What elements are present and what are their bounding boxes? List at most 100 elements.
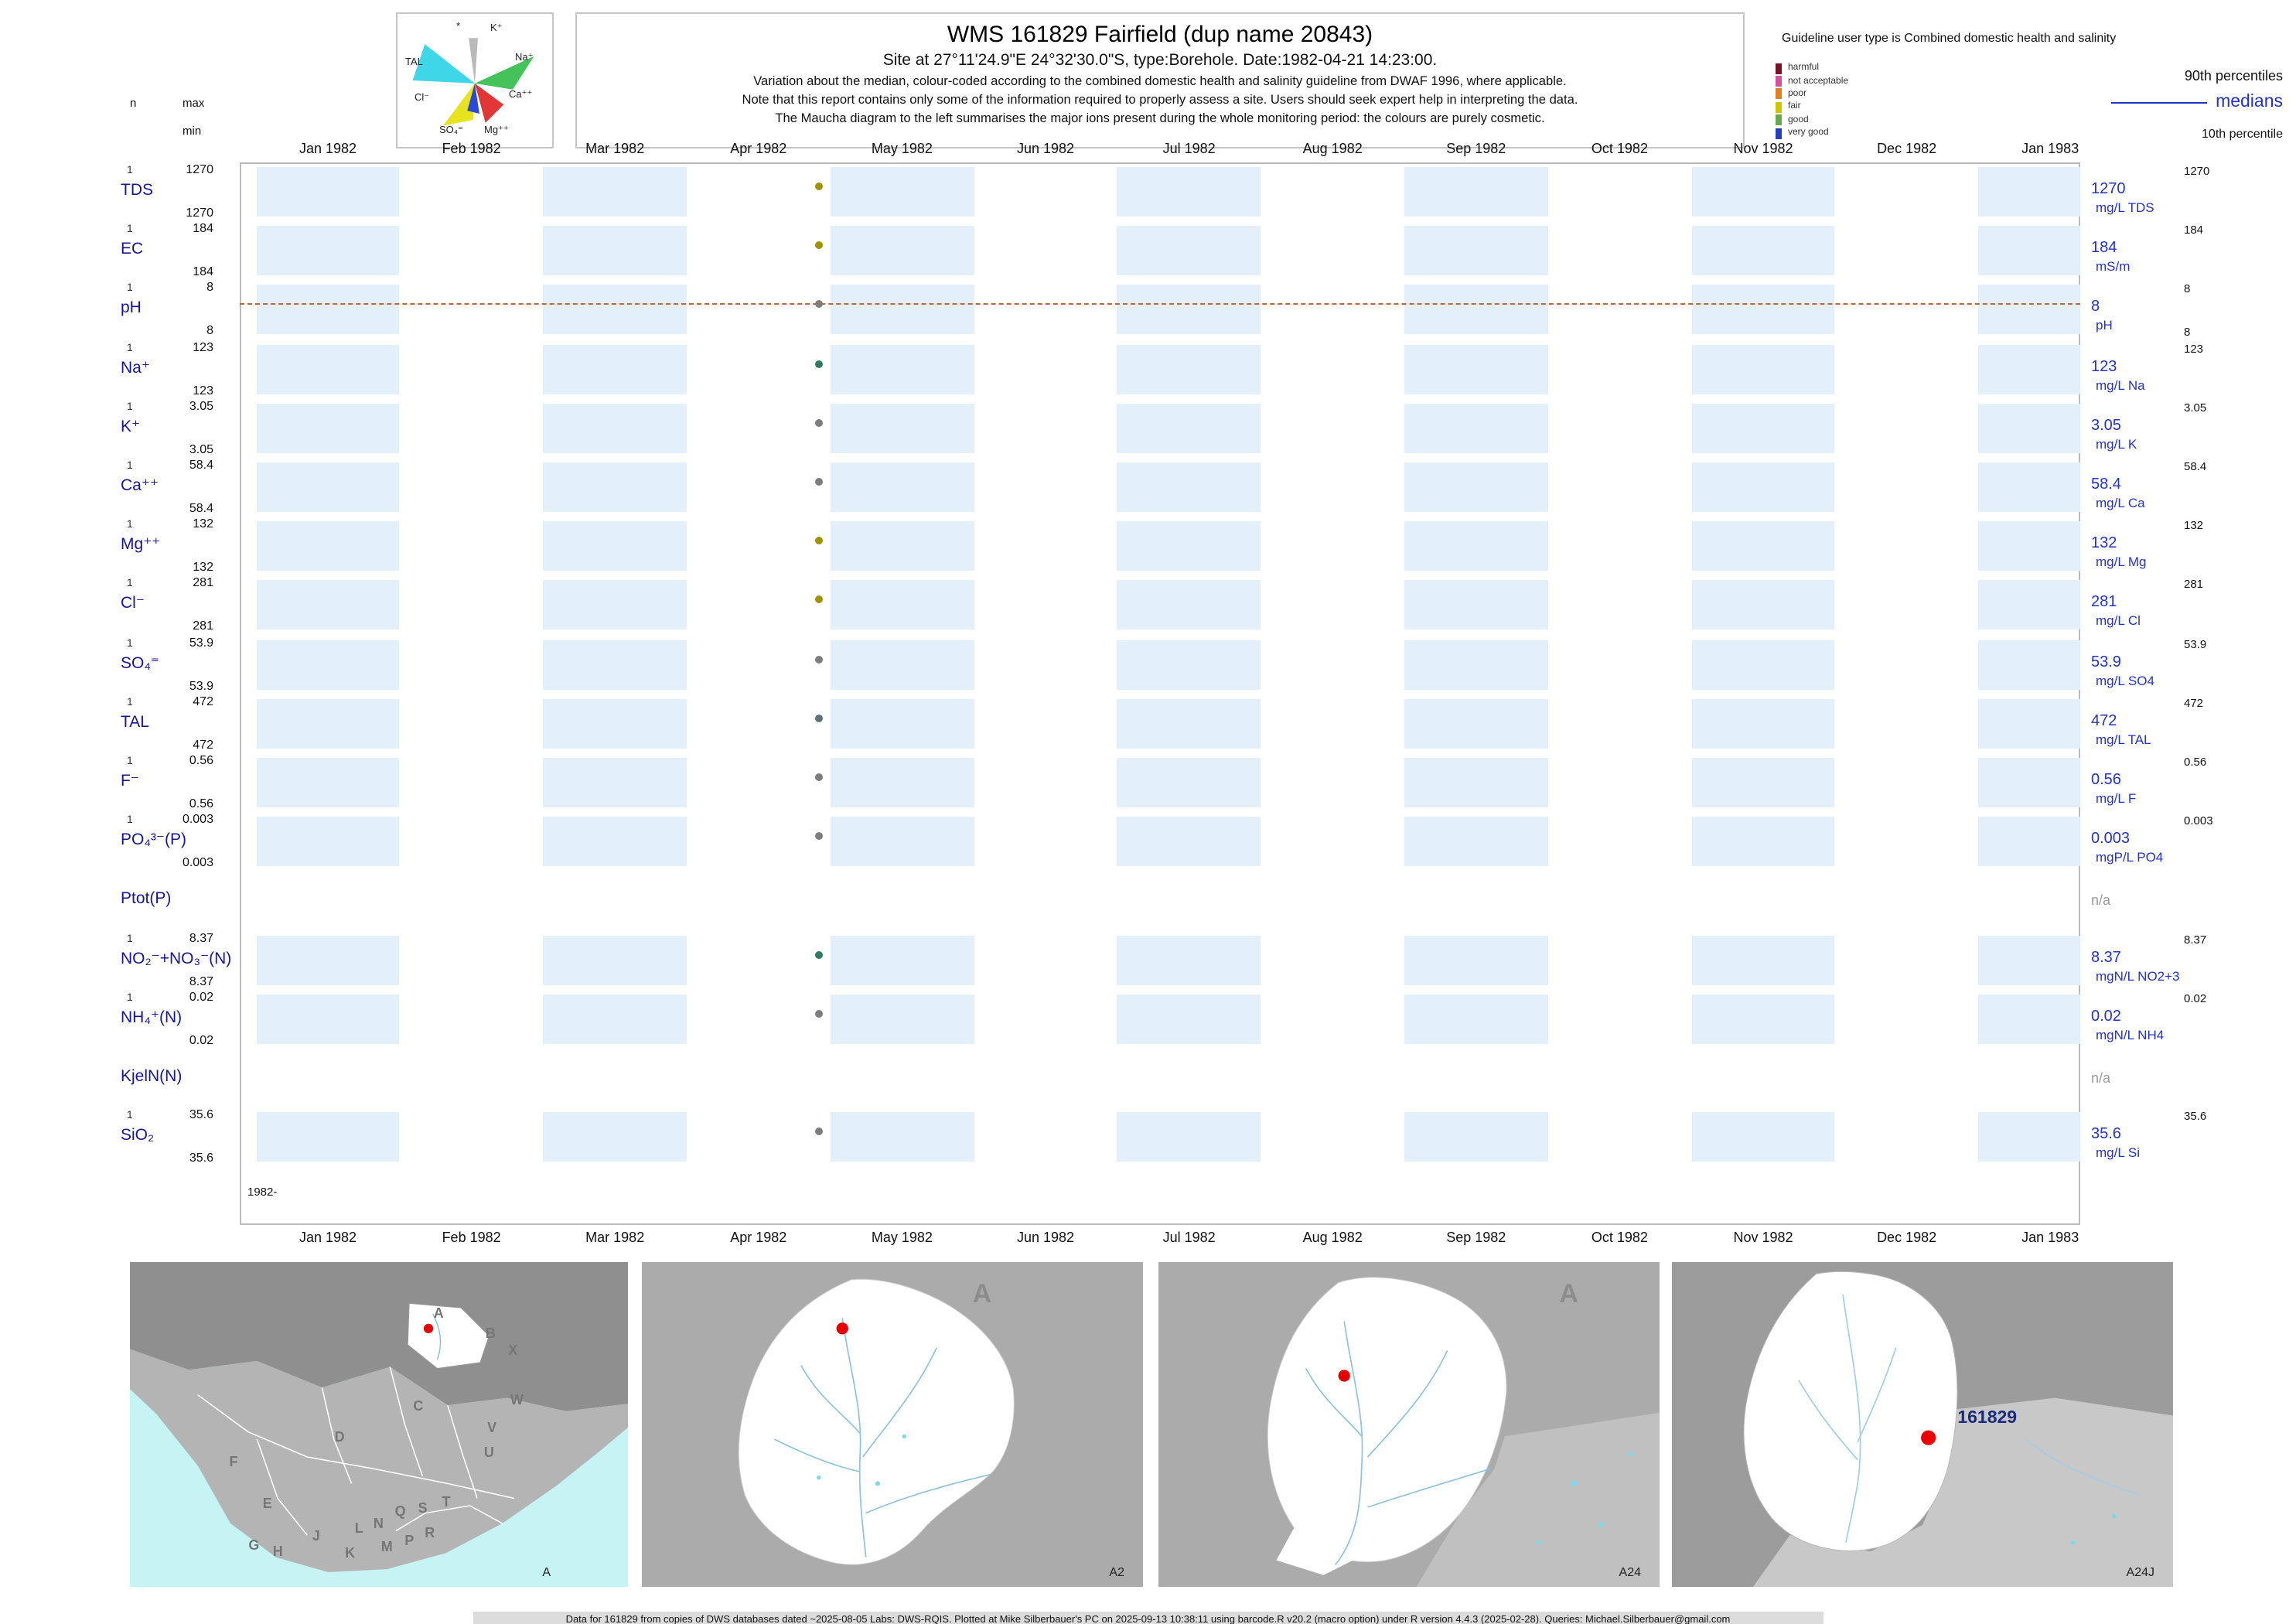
data-point [815,183,823,190]
month-band [830,226,974,276]
maucha-label-k: K⁺ [490,23,503,35]
unit-label: pH [2096,317,2113,333]
month-label: Apr 1982 [730,1230,787,1245]
sample-count: 1 [127,461,133,472]
map-a24-corner-label: A24 [1619,1565,1641,1579]
plot-track [240,162,2080,221]
month-band [1691,994,1835,1044]
row-stats: 132 132 mg/L Mg [2091,517,2295,575]
month-band [830,817,974,867]
plot-track [240,753,2080,812]
month-band [1117,817,1261,867]
region-letter: V [487,1419,497,1435]
max-value: 58.4 [189,458,213,472]
guideline-class-label: poor [1788,89,1807,99]
min-value: 0.003 [182,855,213,870]
month-band [1978,226,2080,276]
month-band [1404,817,1548,867]
month-band [256,226,400,276]
plot-track [240,812,2080,871]
map-panel-a24: A A24 [1158,1262,1660,1587]
month-band [830,344,974,394]
region-letter: J [312,1528,320,1544]
p90-value: 8 [2184,281,2191,296]
month-band [256,640,400,690]
no-data-label: n/a [2091,1070,2111,1086]
month-band [1404,698,1548,749]
sample-count: 1 [127,343,133,354]
guideline-class: not acceptable [1776,75,1848,88]
region-letter: B [485,1325,496,1341]
row-stats: 472 472 mg/L TAL [2091,694,2295,753]
max-value: 123 [193,339,213,354]
month-band [1978,994,2080,1044]
unit-label: mg/L TDS [2096,200,2154,215]
unit-label: mg/L TAL [2096,731,2151,747]
region-letter: D [334,1428,345,1445]
data-point [815,360,823,368]
parameter-name: TAL [121,712,149,732]
data-point [815,478,823,486]
unit-label: mgN/L NO2+3 [2096,967,2180,984]
parameter-row: 1 184 EC 184 184 184 mS/m [0,221,2296,280]
min-value: 123 [193,383,213,397]
month-band [830,403,974,453]
max-value: 0.56 [189,753,213,767]
sample-count: 1 [127,815,133,827]
maucha-pinwheel [412,38,534,126]
plot-track [240,990,2080,1049]
month-label: Sep 1982 [1446,141,1506,156]
stats-header-n: n [130,96,137,110]
plot-track [240,221,2080,280]
parameter-name: Mg⁺⁺ [121,535,161,554]
guideline-swatch [1776,128,1782,139]
month-band [1978,344,2080,394]
month-label: Jun 1982 [1016,141,1075,156]
sample-count: 1 [127,638,133,650]
region-letter: N [373,1516,384,1532]
month-band [1691,935,1835,985]
region-letter: G [248,1537,260,1554]
parameter-row: 1 472 TAL 472 472 472 mg/L TAL [0,694,2296,753]
parameter-row: 1 58.4 Ca⁺⁺ 58.4 58.4 58.4 mg/L Ca [0,458,2296,517]
month-band [256,817,400,867]
parameter-name: F⁻ [121,772,139,790]
region-letter: W [510,1391,524,1407]
row-stats: 1270 1270 mg/L TDS [2091,162,2295,221]
sample-count: 1 [127,165,133,176]
median-value: 0.003 [2091,831,2131,848]
month-band [256,758,400,807]
min-value: 8 [206,323,213,338]
guideline-class: fair [1776,101,1848,114]
month-band [1978,285,2080,335]
guideline-classes: harmful not acceptable poor fair good very go… [1776,62,1848,140]
parameter-name: KjelN(N) [121,1067,183,1086]
parameter-row: 1 8.37 NO₂⁻+NO₃⁻(N) 8.37 8.37 8.37 mgN/L… [0,930,2296,989]
month-label: Jul 1982 [1162,141,1216,156]
median-legend-label: medians [2216,93,2283,111]
max-value: 53.9 [189,635,213,650]
month-band [543,935,687,985]
month-band [1404,994,1548,1044]
guideline-swatch [1776,101,1782,113]
parameter-row: 1 3.05 K⁺ 3.05 3.05 3.05 mg/L K [0,399,2296,458]
data-point [815,1009,823,1018]
p90-legend-label: 90th percentiles [2184,68,2283,84]
station-id-label: 161829 [1957,1408,2018,1427]
data-point [815,950,823,959]
month-band [543,462,687,512]
site-info: Site at 27°11'24.9"E 24°32'30.0"S, type:… [882,51,1438,70]
parameter-name: NH₄⁺(N) [121,1008,183,1027]
month-band [1117,640,1261,690]
no-data-label: n/a [2091,892,2111,909]
guideline-swatch [1776,114,1782,126]
region-letter: Q [394,1503,406,1520]
map-a-drawing [130,1262,628,1587]
parameter-name: TDS [121,181,153,200]
stats-header-min: min [183,124,202,138]
guideline-class: harmful [1776,62,1848,75]
region-letter: P [404,1532,415,1548]
month-band [830,994,974,1044]
region-letter: E [262,1495,272,1511]
